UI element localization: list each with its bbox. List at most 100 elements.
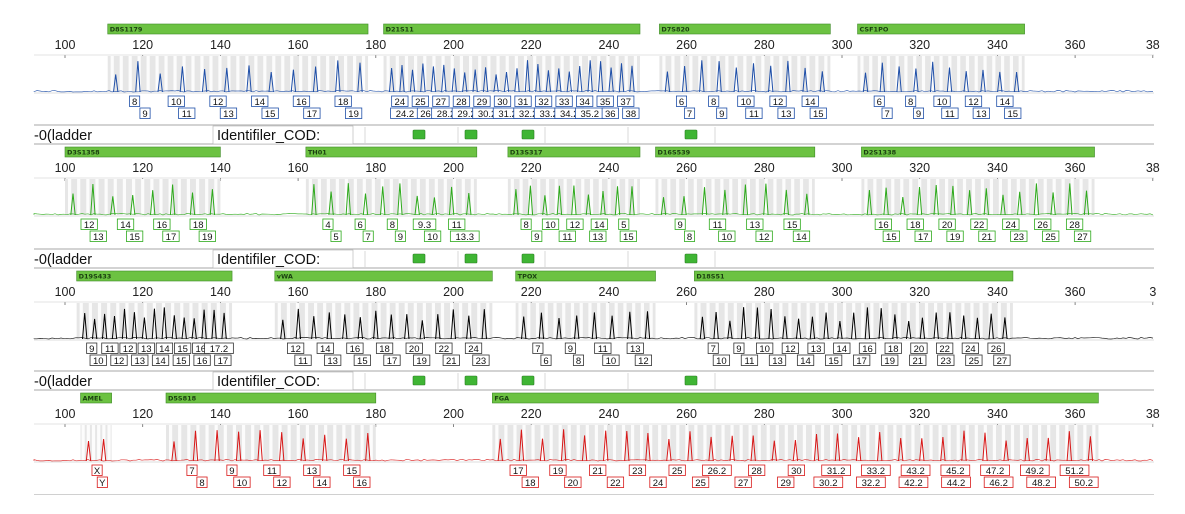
allele-label[interactable]: 17 (162, 230, 180, 243)
allele-label-box[interactable] (777, 476, 795, 488)
allele-label-box[interactable] (509, 464, 527, 476)
allele-label[interactable]: 26 (1034, 218, 1052, 231)
allele-label-box[interactable] (961, 342, 979, 354)
allele-label[interactable]: 15 (174, 342, 192, 355)
allele-label-box[interactable] (233, 476, 251, 488)
allele-label-box[interactable] (1042, 230, 1060, 242)
allele-label-box[interactable] (324, 354, 342, 366)
allele-label-box[interactable] (668, 464, 686, 476)
allele-label-box[interactable] (263, 464, 281, 476)
allele-label[interactable]: 25 (411, 95, 429, 108)
allele-label[interactable]: 42.2 (898, 476, 929, 489)
locus-bar[interactable]: vWA (274, 270, 493, 282)
allele-label[interactable]: 6 (873, 95, 885, 108)
allele-label[interactable]: 15 (126, 230, 144, 243)
allele-label-box[interactable] (273, 476, 291, 488)
allele-label-box[interactable] (881, 107, 893, 119)
allele-label[interactable]: 12 (781, 342, 799, 355)
allele-label-box[interactable] (733, 342, 745, 354)
allele-label-box[interactable] (634, 354, 653, 366)
allele-label[interactable]: 24 (649, 476, 667, 489)
allele-label[interactable]: 25 (691, 476, 710, 489)
allele-label-box[interactable] (874, 218, 892, 230)
allele-label[interactable]: 8 (905, 95, 917, 108)
allele-label-box[interactable] (740, 354, 759, 366)
allele-label-box[interactable] (807, 342, 825, 354)
allele-label[interactable]: 7 (881, 107, 893, 120)
allele-label[interactable]: 9 (674, 218, 686, 231)
allele-label-box[interactable] (126, 230, 144, 242)
allele-label[interactable]: 8 (129, 95, 141, 108)
allele-label[interactable]: 12 (287, 342, 305, 355)
allele-label[interactable]: 20 (938, 218, 956, 231)
allele-label-box[interactable] (493, 95, 512, 107)
locus-bar-fill[interactable] (274, 270, 493, 282)
allele-label[interactable]: 8 (386, 218, 398, 231)
allele-label[interactable]: 33 (555, 95, 573, 108)
allele-label[interactable]: 36 (601, 107, 619, 120)
locus-bar-fill[interactable] (305, 146, 478, 158)
allele-label-box[interactable] (937, 354, 955, 366)
allele-label-box[interactable] (139, 107, 151, 119)
allele-label[interactable]: 13 (777, 107, 795, 120)
allele-label-box[interactable] (946, 230, 964, 242)
allele-label-box[interactable] (589, 464, 607, 476)
allele-label-box[interactable] (261, 107, 279, 119)
locus-bar[interactable]: CSF1PO (857, 23, 1025, 35)
allele-label-box[interactable] (1020, 464, 1050, 476)
allele-label-box[interactable] (432, 95, 450, 107)
allele-label[interactable]: 7 (362, 230, 374, 243)
allele-label[interactable]: 23 (628, 464, 647, 477)
allele-label[interactable]: 46.2 (983, 476, 1014, 489)
allele-label[interactable]: 13 (589, 230, 607, 243)
allele-label-box[interactable] (322, 218, 334, 230)
allele-label[interactable]: 22 (435, 342, 453, 355)
allele-label-box[interactable] (933, 95, 951, 107)
allele-label[interactable]: 14 (151, 354, 170, 367)
allele-label[interactable]: 19 (198, 230, 216, 243)
allele-label-box[interactable] (186, 464, 198, 476)
allele-label-box[interactable] (226, 464, 238, 476)
panel-field[interactable] (212, 125, 354, 145)
allele-label-box[interactable] (1073, 230, 1092, 242)
allele-label-box[interactable] (346, 342, 364, 354)
allele-label[interactable]: 11 (448, 218, 466, 231)
allele-label-box[interactable] (80, 218, 98, 230)
allele-label-box[interactable] (193, 354, 211, 366)
locus-bar[interactable]: FGA (492, 392, 1099, 404)
allele-label-box[interactable] (101, 342, 119, 354)
allele-label[interactable]: 15 (261, 107, 279, 120)
allele-label[interactable]: 48.2 (1026, 476, 1056, 489)
allele-label-box[interactable] (549, 464, 567, 476)
allele-label-box[interactable] (172, 354, 190, 366)
allele-label-box[interactable] (391, 95, 409, 107)
allele-label-box[interactable] (423, 230, 442, 242)
allele-label[interactable]: 15 (882, 230, 900, 243)
allele-label[interactable]: 20 (405, 342, 423, 355)
allele-label[interactable]: 43.2 (900, 464, 931, 477)
allele-label[interactable]: 17 (214, 354, 232, 367)
allele-label-box[interactable] (737, 95, 755, 107)
allele-label[interactable]: 17 (853, 354, 871, 367)
allele-label-box[interactable] (787, 464, 805, 476)
allele-label[interactable]: 21 (978, 230, 996, 243)
allele-label[interactable]: 11 (558, 230, 576, 243)
allele-label-box[interactable] (940, 464, 971, 476)
allele-label[interactable]: 23 (472, 354, 490, 367)
allele-label-box[interactable] (413, 354, 431, 366)
allele-label-box[interactable] (882, 230, 900, 242)
allele-label-box[interactable] (405, 342, 423, 354)
allele-label-box[interactable] (801, 95, 819, 107)
allele-label[interactable]: 21 (442, 354, 460, 367)
allele-label[interactable]: 31 (514, 95, 532, 108)
allele-label-box[interactable] (294, 354, 312, 366)
allele-label-box[interactable] (970, 218, 988, 230)
allele-label-box[interactable] (853, 354, 871, 366)
locus-bar-fill[interactable] (492, 392, 1099, 404)
allele-label-box[interactable] (833, 342, 851, 354)
allele-label[interactable]: 27 (432, 95, 450, 108)
allele-label-box[interactable] (386, 218, 398, 230)
allele-label[interactable]: 23 (1010, 230, 1028, 243)
allele-label-box[interactable] (745, 107, 763, 119)
allele-label[interactable]: 11 (101, 342, 119, 355)
